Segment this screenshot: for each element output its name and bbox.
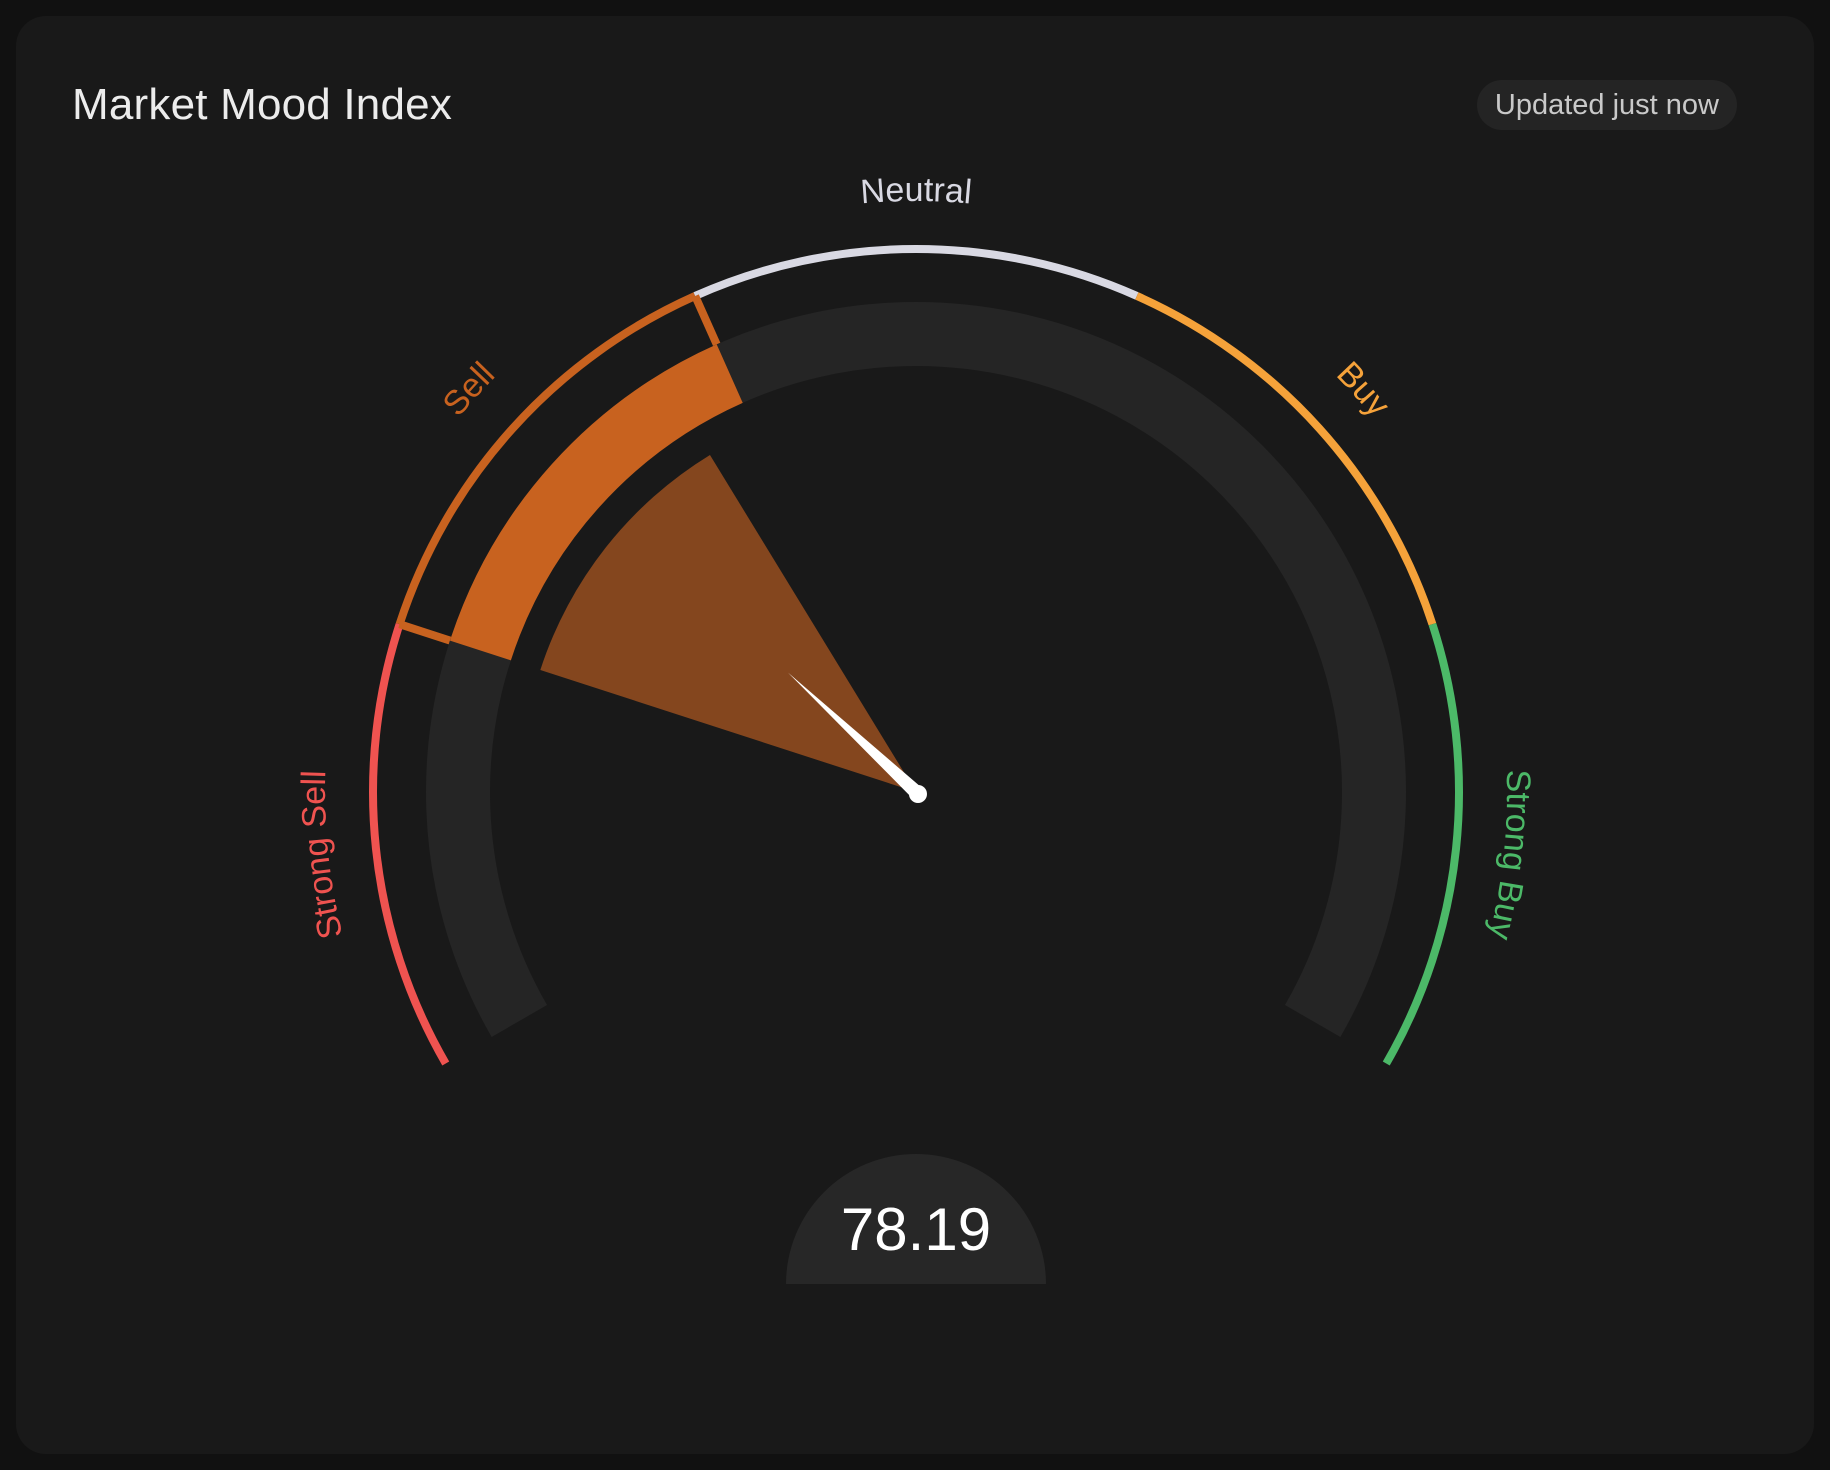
zone-label-strong-buy: Strong Buy [1481, 769, 1537, 943]
gauge-active-fill [449, 344, 743, 661]
zone-arc-strong-sell [369, 622, 450, 1066]
zone-arcs [369, 244, 1463, 1066]
gauge-value: 78.19 [841, 1196, 991, 1263]
updated-status-badge: Updated just now [1476, 80, 1737, 130]
zone-label-strong-sell: Strong Sell [295, 770, 350, 943]
zone-arc-sell [395, 292, 697, 626]
zone-arc-buy [1135, 292, 1437, 626]
gauge-track [426, 302, 1406, 1037]
zone-arc-neutral [693, 244, 1139, 300]
active-zone-edge-1 [398, 620, 452, 645]
gauge-needle-hub [909, 785, 927, 803]
value-plate [786, 1154, 1046, 1284]
zone-label-buy: Buy [1329, 354, 1397, 423]
gauge-pointer-sector [540, 454, 916, 792]
zone-label-neutral: Neutral [859, 171, 973, 212]
card-title: Market Mood Index [72, 80, 453, 129]
zone-label-sell: Sell [435, 355, 502, 423]
active-zone-edge-2 [691, 294, 721, 346]
gauge-needle [788, 672, 921, 798]
zone-arc-strong-buy [1382, 622, 1463, 1066]
